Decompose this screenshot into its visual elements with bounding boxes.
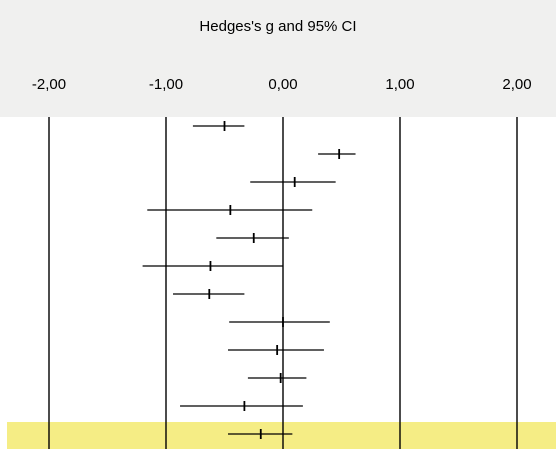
x-tick-label: -2,00 [31,76,67,93]
x-tick-label: 0,00 [268,76,298,93]
study-row [247,373,307,383]
study-row [142,261,283,271]
study-row [250,177,336,187]
x-tick-label: 1,00 [385,76,415,93]
plot-header: Hedges's g and 95% CI -2,00 -1,00 0,00 1,00… [0,0,556,117]
study-row [173,289,245,299]
study-row [228,345,324,355]
study-row [180,401,303,411]
x-tick-label: -1,00 [148,76,184,93]
study-row [147,205,313,215]
plot-title: Hedges's g and 95% CI [199,18,357,35]
study-row [318,149,356,159]
study-row [216,233,289,243]
study-row [192,121,245,131]
summary-row [228,429,293,439]
summary-row-highlight [7,422,556,449]
x-tick-label: 2,00 [502,76,532,93]
study-row [229,317,330,327]
